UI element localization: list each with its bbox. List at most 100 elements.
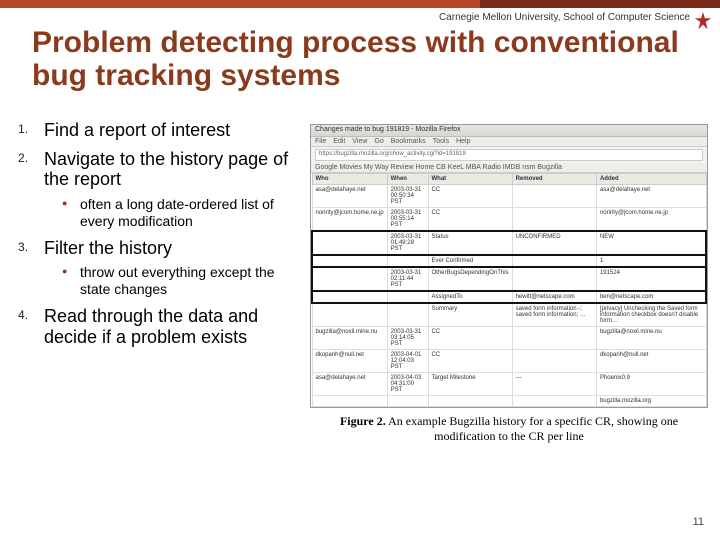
menu-item: File — [315, 138, 326, 145]
table-cell: Ever Confirmed — [428, 255, 512, 267]
history-table: WhoWhenWhatRemovedAdded asa@delahaye.net… — [311, 173, 707, 407]
figure: Changes made to bug 191819 - Mozilla Fir… — [310, 124, 708, 444]
university-logo — [692, 10, 714, 37]
browser-window: Changes made to bug 191819 - Mozilla Fir… — [310, 124, 708, 408]
table-row: dkopanh@null.net2003-04-01 12:04:03 PSTC… — [312, 350, 706, 373]
table-cell — [312, 396, 387, 407]
table-cell — [512, 327, 596, 350]
table-header-row: WhoWhenWhatRemovedAdded — [312, 174, 706, 185]
steps-list: Find a report of interest Navigate to the… — [18, 120, 304, 347]
table-cell: asa@delahaye.net — [596, 185, 706, 208]
step-text: Navigate to the history page of the repo… — [44, 149, 304, 190]
table-cell: --- — [512, 373, 596, 396]
table-cell — [512, 185, 596, 208]
table-header-cell: Removed — [512, 174, 596, 185]
table-cell: 2003-03-31 00:55:14 PST — [387, 208, 428, 232]
table-cell — [512, 350, 596, 373]
table-row: noririty@jcom.home.ne.jp2003-03-31 00:55… — [312, 208, 706, 232]
table-cell — [428, 396, 512, 407]
table-body: asa@delahaye.net2003-03-31 00:50:34 PSTC… — [312, 185, 706, 407]
step-text: Find a report of interest — [44, 120, 304, 141]
step-item: Find a report of interest — [18, 120, 304, 141]
table-cell: 2003-04-03 04:31:00 PST — [387, 373, 428, 396]
table-cell: AssignedTo — [428, 291, 512, 303]
table-cell: NEW — [596, 231, 706, 255]
table-cell: bugzilla@noxil.mine.nu — [596, 327, 706, 350]
table-cell: Phoenix0.9 — [596, 373, 706, 396]
table-cell: bugzilla@noxil.mine.nu — [312, 327, 387, 350]
menu-item: Help — [456, 138, 470, 145]
sub-list: often a long date-ordered list of every … — [62, 196, 304, 230]
step-item: Navigate to the history page of the repo… — [18, 149, 304, 230]
sub-list: throw out everything except the state ch… — [62, 264, 304, 298]
table-cell: 2003-03-31 02:11:44 PST — [387, 267, 428, 291]
table-cell: CC — [428, 350, 512, 373]
table-row: Ever Confirmed 1 — [312, 255, 706, 267]
table-cell: CC — [428, 327, 512, 350]
sub-item: often a long date-ordered list of every … — [62, 196, 304, 230]
body-content: Find a report of interest Navigate to the… — [18, 120, 304, 355]
table-cell — [512, 396, 596, 407]
table-cell: 2003-03-31 01:49:28 PST — [387, 231, 428, 255]
table-row: bugzilla@noxil.mine.nu2003-03-31 03:14:0… — [312, 327, 706, 350]
table-cell: asa@delahaye.net — [312, 373, 387, 396]
table-cell: saved form information -; saved form inf… — [512, 303, 596, 327]
browser-titlebar: Changes made to bug 191819 - Mozilla Fir… — [311, 125, 707, 137]
table-cell: 2003-03-31 03:14:05 PST — [387, 327, 428, 350]
table-cell: 2003-04-01 12:04:03 PST — [387, 350, 428, 373]
affiliation: Carnegie Mellon University, School of Co… — [439, 12, 690, 23]
menu-item: Bookmarks — [391, 138, 426, 145]
table-cell: [privacy] Unchecking the Saved form info… — [596, 303, 706, 327]
table-header-cell: What — [428, 174, 512, 185]
table-cell — [387, 396, 428, 407]
table-cell: UNCONFIRMED — [512, 231, 596, 255]
menu-item: View — [352, 138, 367, 145]
step-item: Read through the data and decide if a pr… — [18, 306, 304, 347]
table-cell — [312, 231, 387, 255]
sub-item: throw out everything except the state ch… — [62, 264, 304, 298]
table-header-cell: When — [387, 174, 428, 185]
table-cell: ben@netscape.com — [596, 291, 706, 303]
table-header-cell: Who — [312, 174, 387, 185]
table-row: bugzilla.mozilla.org — [312, 396, 706, 407]
table-row: asa@delahaye.net2003-03-31 00:50:34 PSTC… — [312, 185, 706, 208]
table-cell — [312, 255, 387, 267]
table-cell — [312, 303, 387, 327]
table-cell: hewitt@netscape.com — [512, 291, 596, 303]
menu-item: Edit — [333, 138, 345, 145]
browser-urlbar: https://bugzilla.mozilla.org/show_activi… — [315, 149, 703, 161]
table-cell: 191524 — [596, 267, 706, 291]
browser-menu: File Edit View Go Bookmarks Tools Help — [311, 137, 707, 147]
page-title: Problem detecting process with conventio… — [32, 26, 692, 92]
table-cell: CC — [428, 185, 512, 208]
step-text: Read through the data and decide if a pr… — [44, 306, 304, 347]
table-cell: Target Milestone — [428, 373, 512, 396]
table-cell: CC — [428, 208, 512, 232]
table-cell — [387, 255, 428, 267]
menu-item: Go — [374, 138, 383, 145]
table-cell — [512, 208, 596, 232]
table-cell: asa@delahaye.net — [312, 185, 387, 208]
table-header-cell: Added — [596, 174, 706, 185]
step-text: Filter the history — [44, 238, 304, 259]
table-cell: 1 — [596, 255, 706, 267]
table-cell: noririty@jcom.home.ne.jp — [596, 208, 706, 232]
table-cell: 2003-03-31 00:50:34 PST — [387, 185, 428, 208]
caption-prefix: Figure 2. — [340, 414, 386, 428]
table-row: AssignedTohewitt@netscape.comben@netscap… — [312, 291, 706, 303]
caption-text: An example Bugzilla history for a specif… — [388, 414, 678, 443]
table-cell — [312, 291, 387, 303]
table-row: asa@delahaye.net2003-04-03 04:31:00 PSTT… — [312, 373, 706, 396]
table-cell: Summary — [428, 303, 512, 327]
table-row: 2003-03-31 02:11:44 PSTOtherBugsDependin… — [312, 267, 706, 291]
figure-caption: Figure 2. An example Bugzilla history fo… — [310, 414, 708, 444]
table-cell: OtherBugsDependingOnThis — [428, 267, 512, 291]
table-cell — [312, 267, 387, 291]
topbar-dark — [480, 0, 720, 8]
table-cell: Status — [428, 231, 512, 255]
table-cell — [387, 303, 428, 327]
table-cell: noririty@jcom.home.ne.jp — [312, 208, 387, 232]
table-cell: bugzilla.mozilla.org — [596, 396, 706, 407]
table-cell: dkopanh@null.net — [312, 350, 387, 373]
menu-item: Tools — [433, 138, 449, 145]
